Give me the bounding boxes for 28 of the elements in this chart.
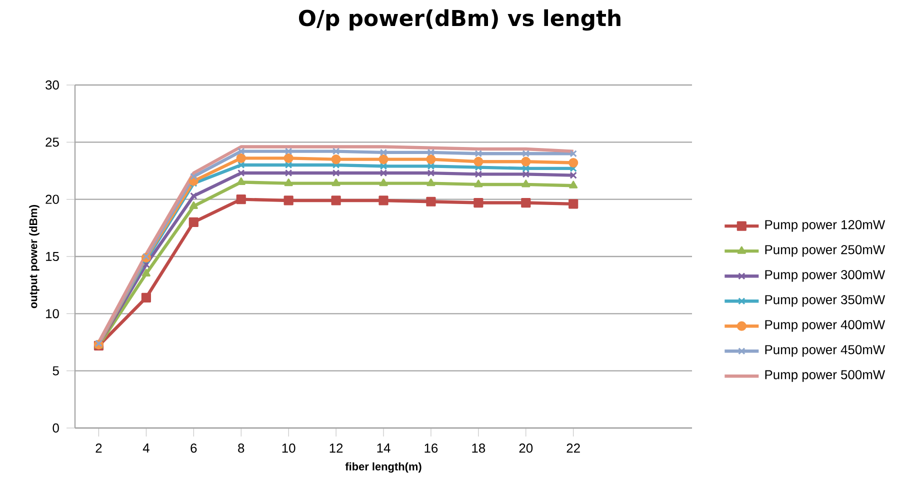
legend-label: Pump power 250mW: [765, 245, 886, 257]
x-tick-label: 20: [519, 444, 533, 453]
x-tick-label: 6: [190, 444, 197, 453]
y-tick-label: 0: [52, 423, 59, 433]
x-tick-label: 4: [142, 444, 150, 452]
x-tick-label: 10: [282, 444, 296, 453]
y-axis-title: output power (dBm): [29, 205, 40, 308]
chart-title: O/p power(dBm) vs length: [298, 9, 620, 31]
y-tick-label: 20: [46, 194, 59, 204]
x-tick-label: 18: [472, 444, 486, 453]
x-tick-label: 22: [566, 444, 580, 453]
y-tick-label: 30: [46, 80, 59, 90]
y-tick-label: 10: [46, 309, 59, 318]
y-tick-label: 15: [46, 252, 59, 262]
legend-label: Pump power 300mW: [765, 270, 886, 282]
x-tick-label: 2: [96, 444, 102, 453]
y-tick-label: 25: [46, 138, 59, 147]
x-tick-label: 8: [238, 444, 244, 453]
legend-label: Pump power 400mW: [765, 320, 886, 332]
legend-label: Pump power 120mW: [765, 220, 886, 232]
x-axis-title: fiber length(m): [345, 462, 422, 473]
legend-label: Pump power 500mW: [765, 370, 886, 382]
legend-label: Pump power 350mW: [765, 295, 886, 307]
legend-label: Pump power 450mW: [765, 345, 886, 357]
x-tick-label: 12: [330, 444, 343, 453]
x-tick-label: 16: [424, 444, 438, 453]
y-tick-label: 5: [52, 366, 59, 376]
x-tick-label: 14: [377, 444, 390, 452]
